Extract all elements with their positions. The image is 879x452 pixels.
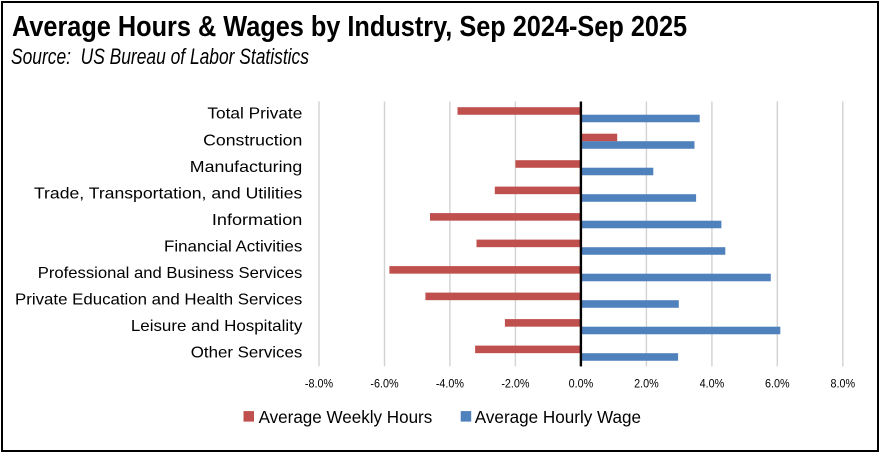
svg-text:Other Services: Other Services bbox=[191, 344, 303, 361]
svg-text:Private Education and Health S: Private Education and Health Services bbox=[15, 291, 302, 308]
svg-text:-2.0%: -2.0% bbox=[501, 378, 529, 391]
svg-text:Manufacturing: Manufacturing bbox=[190, 158, 303, 176]
svg-text:-4.0%: -4.0% bbox=[436, 378, 464, 391]
svg-text:8.0%: 8.0% bbox=[831, 378, 856, 391]
svg-text:4.0%: 4.0% bbox=[700, 378, 725, 391]
svg-text:Financial Activities: Financial Activities bbox=[164, 238, 302, 255]
svg-text:Leisure and Hospitality: Leisure and Hospitality bbox=[131, 317, 303, 334]
svg-text:2.0%: 2.0% bbox=[634, 378, 659, 391]
svg-text:-6.0%: -6.0% bbox=[370, 378, 398, 391]
svg-text:Total Private: Total Private bbox=[207, 105, 302, 122]
svg-text:Average Hourly Wage: Average Hourly Wage bbox=[475, 406, 641, 427]
svg-text:Information: Information bbox=[212, 211, 302, 228]
svg-text:0.0%: 0.0% bbox=[569, 378, 594, 391]
svg-text:-8.0%: -8.0% bbox=[305, 378, 333, 391]
svg-text:6.0%: 6.0% bbox=[765, 378, 790, 391]
svg-text:Average Weekly Hours: Average Weekly Hours bbox=[259, 406, 433, 427]
svg-text:Professional and Business Serv: Professional and Business Services bbox=[38, 264, 303, 281]
svg-text:Trade, Transportation, and Uti: Trade, Transportation, and Utilities bbox=[34, 185, 302, 203]
svg-text:Construction: Construction bbox=[203, 132, 302, 150]
